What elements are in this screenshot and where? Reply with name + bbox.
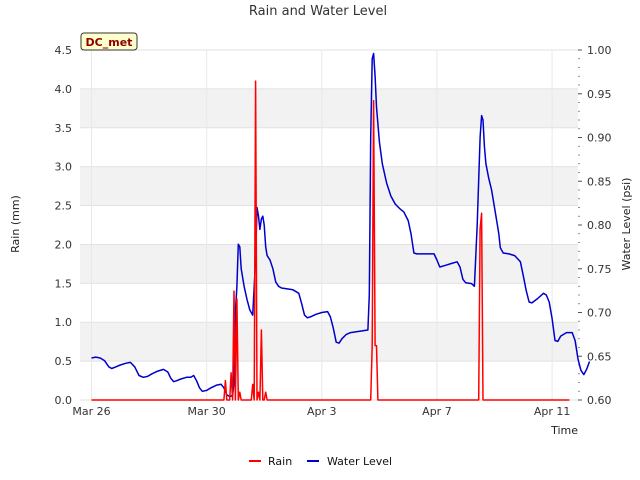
right-tick-label: 1.00 <box>587 44 612 57</box>
grid-bands <box>80 88 578 362</box>
right-axis-ticks: 0.60 0.65 0.70 0.75 0.80 0.85 0.90 0.95 1.00 <box>578 44 612 407</box>
left-tick-label: 4.5 <box>55 44 73 57</box>
left-tick-label: 3.5 <box>55 122 73 135</box>
right-tick-label: 0.95 <box>587 88 612 101</box>
left-axis-ticks: 0.0 0.5 1.0 1.5 2.0 2.5 3.0 3.5 4.0 4.5 <box>55 44 73 407</box>
left-axis-label: Rain (mm) <box>9 195 22 253</box>
right-tick-label: 0.70 <box>587 307 612 320</box>
station-badge-label: DC_met <box>86 36 133 49</box>
left-tick-label: 1.0 <box>55 316 73 329</box>
water-level-series-line <box>91 52 591 398</box>
rain-series-line <box>91 80 570 401</box>
right-tick-label: 0.80 <box>587 219 612 232</box>
right-tick-label: 0.90 <box>587 132 612 145</box>
left-tick-label: 3.0 <box>55 161 73 174</box>
x-tick-label: Apr 3 <box>307 405 337 418</box>
left-tick-label: 1.5 <box>55 277 73 290</box>
legend-rain-label: Rain <box>268 455 292 468</box>
grid-band <box>80 166 578 206</box>
right-tick-label: 0.60 <box>587 394 612 407</box>
x-tick-label: Apr 11 <box>534 405 571 418</box>
legend: Rain Water Level <box>249 455 392 468</box>
right-tick-label: 0.65 <box>587 350 612 363</box>
x-axis-label: Time <box>550 424 578 437</box>
gridlines <box>80 49 578 401</box>
grid-band <box>80 322 578 362</box>
grid-band <box>80 244 578 284</box>
right-tick-label: 0.75 <box>587 263 612 276</box>
chart-title: Rain and Water Level <box>249 4 387 19</box>
legend-water-label: Water Level <box>327 455 392 468</box>
grid-band <box>80 88 578 128</box>
left-tick-label: 2.5 <box>55 200 73 213</box>
x-tick-label: Mar 30 <box>188 405 226 418</box>
x-axis-ticks: Mar 26 Mar 30 Apr 3 Apr 7 Apr 11 <box>72 405 570 418</box>
left-tick-label: 2.0 <box>55 238 73 251</box>
station-badge-box <box>80 32 138 51</box>
left-tick-label: 4.0 <box>55 83 73 96</box>
station-badge: DC_met <box>80 32 138 51</box>
x-tick-label: Apr 7 <box>422 405 452 418</box>
right-tick-label: 0.85 <box>587 175 612 188</box>
x-tick-label: Mar 26 <box>72 405 110 418</box>
left-tick-label: 0.5 <box>55 355 73 368</box>
right-axis-label: Water Level (psi) <box>620 178 633 271</box>
left-tick-label: 0.0 <box>55 394 73 407</box>
